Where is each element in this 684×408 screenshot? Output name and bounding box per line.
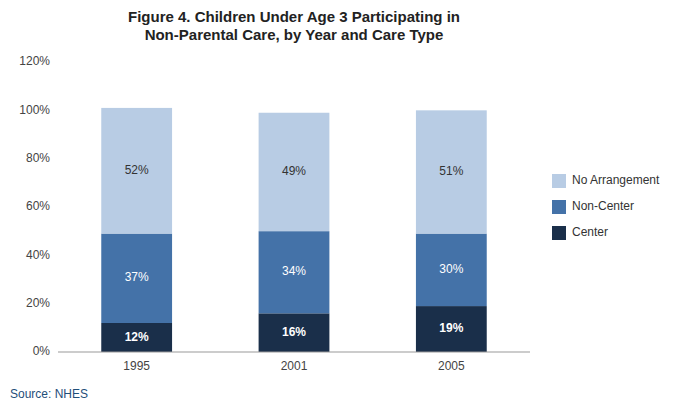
data-labels: 12% 16% 19% 37% 34% 30% 52% 49% 51% [125, 163, 464, 344]
y-tick-label: 60% [26, 199, 50, 213]
y-tick-label: 100% [19, 103, 50, 117]
legend: No Arrangement Non-Center Center [552, 173, 660, 240]
bar-segment [101, 323, 172, 352]
data-label: 12% [125, 330, 149, 344]
source-note: Source: NHES [10, 387, 88, 401]
bar-segment [259, 231, 330, 313]
x-axis: 1995 2001 2005 [123, 359, 465, 373]
y-tick-label: 0% [33, 344, 51, 358]
bar-segment [101, 108, 172, 234]
title-line: Figure 4. Children Under Age 3 Participa… [128, 8, 460, 25]
data-label: 16% [282, 325, 306, 339]
y-tick-label: 20% [26, 296, 50, 310]
bar-segment [259, 113, 330, 231]
bar-segment [101, 234, 172, 323]
x-axis-line [58, 352, 530, 353]
data-label: 30% [439, 262, 463, 276]
y-tick-label: 120% [19, 54, 50, 68]
x-tick-label: 1995 [123, 359, 150, 373]
x-tick-label: 2005 [438, 359, 465, 373]
legend-label: Center [572, 225, 608, 239]
legend-label: Non-Center [572, 199, 634, 213]
legend-label: No Arrangement [572, 173, 660, 187]
data-label: 49% [282, 164, 306, 178]
bars [101, 108, 486, 352]
data-label: 52% [125, 163, 149, 177]
bar-segment [416, 110, 487, 233]
y-tick-label: 40% [26, 248, 50, 262]
legend-swatch [552, 174, 566, 188]
data-label: 34% [282, 264, 306, 278]
bar-segment [259, 313, 330, 352]
chart: Figure 4. Children Under Age 3 Participa… [0, 0, 684, 408]
data-label: 37% [125, 270, 149, 284]
y-axis: 0% 20% 40% 60% 80% 100% 120% [19, 54, 50, 358]
title: Figure 4. Children Under Age 3 Participa… [128, 8, 460, 43]
legend-swatch [552, 226, 566, 240]
data-label: 51% [439, 164, 463, 178]
bar-segment [416, 234, 487, 306]
bar-segment [416, 306, 487, 352]
legend-swatch [552, 200, 566, 214]
y-tick-label: 80% [26, 151, 50, 165]
data-label: 19% [439, 321, 463, 335]
title-line: Non-Parental Care, by Year and Care Type [145, 26, 444, 43]
x-tick-label: 2001 [281, 359, 308, 373]
